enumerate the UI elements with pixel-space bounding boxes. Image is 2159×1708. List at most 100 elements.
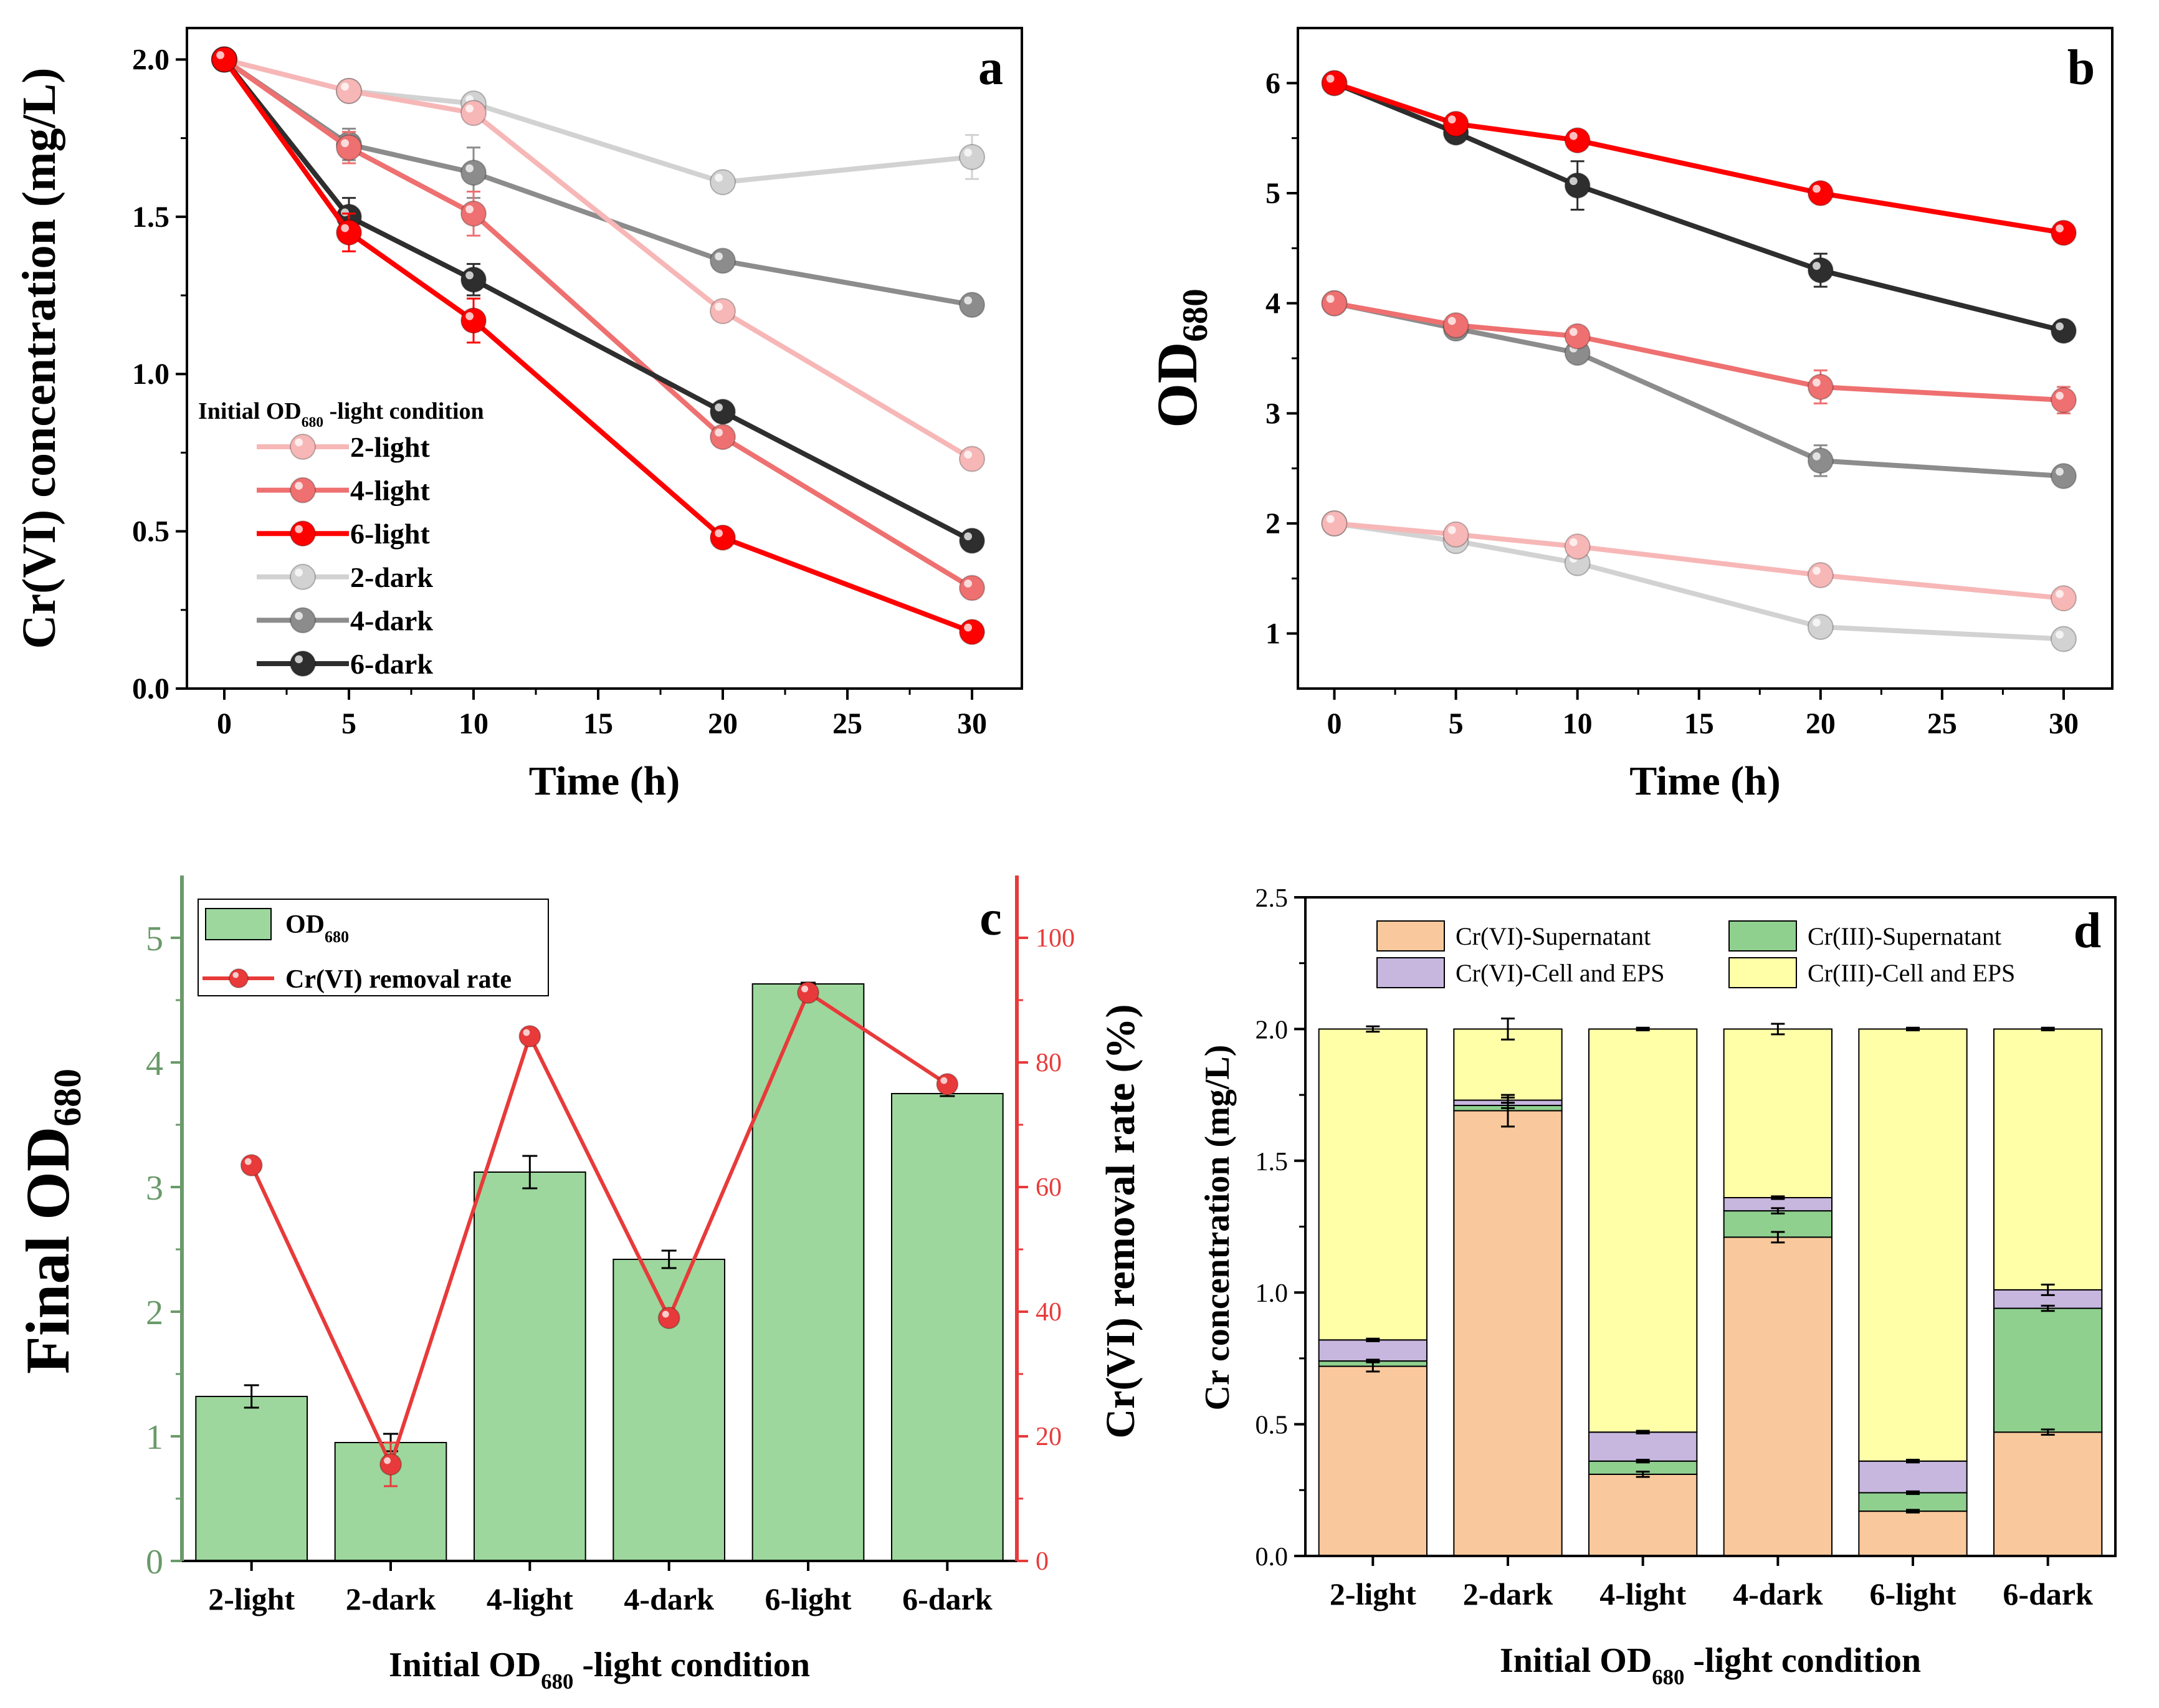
bar-segment (1993, 1028, 2103, 1291)
x-tick-label: 25 (832, 707, 862, 740)
legend-label: 2-light (350, 431, 430, 463)
data-point-shine (1569, 177, 1578, 186)
data-point-body (1442, 521, 1469, 548)
data-point (240, 1154, 263, 1176)
series-line (222, 57, 973, 308)
y-axis-title: OD680 (1145, 289, 1215, 428)
bar-segment (1318, 1365, 1428, 1557)
data-point (959, 619, 985, 646)
y2-tick-label: 60 (1036, 1173, 1062, 1202)
y-tick-label: 4 (1265, 287, 1280, 320)
legend-swatch (1376, 957, 1445, 988)
data-point-body (240, 1154, 263, 1176)
data-point (1564, 127, 1591, 154)
legend-marker (229, 968, 249, 988)
data-point-body (460, 200, 487, 227)
legend-label: 4-dark (350, 604, 433, 636)
label-part: 680 (541, 1669, 573, 1694)
data-point-shine (341, 224, 349, 232)
data-point (1807, 447, 1834, 474)
label-part: -light condition (1684, 1641, 1921, 1680)
stacked-bar (1318, 1025, 1428, 1557)
data-point-body (1564, 533, 1591, 560)
legend-marker (290, 434, 316, 460)
legend-marker-body (290, 434, 316, 460)
bar-error-bar (1366, 1337, 1380, 1342)
bar-segment (1858, 1460, 1968, 1494)
data-point-body (1807, 447, 1834, 474)
legend-item: 2-light (257, 431, 430, 463)
bar-segment (1588, 1028, 1698, 1433)
data-point (959, 575, 985, 601)
series-6-light (1321, 70, 2077, 246)
data-point (460, 307, 487, 334)
data-point (518, 1025, 541, 1047)
y2-axis-title: Cr(VI) removal rate (%) (1098, 1004, 1143, 1439)
legend-marker-shine (295, 568, 303, 577)
data-point-shine (1813, 262, 1821, 270)
label-part: 680 (302, 414, 323, 431)
data-point (1321, 290, 1348, 317)
x-tick-label: 5 (1449, 707, 1464, 740)
data-point-body (959, 292, 985, 318)
y2-tick-label: 100 (1036, 924, 1075, 953)
data-point (1321, 510, 1348, 537)
bar-error-bar (661, 1249, 677, 1269)
x-tick-label: 2-light (1330, 1577, 1416, 1611)
x-tick-label: 10 (459, 707, 489, 740)
y-tick-label: 1.0 (1256, 1279, 1289, 1308)
x-tick-label: 6-dark (2003, 1577, 2093, 1611)
legend-item: 6-dark (257, 648, 433, 680)
bar-error-bar (1636, 1026, 1650, 1032)
legend: Cr(VI)-Supernatant Cr(III)-Supernatant Cr(… (1376, 920, 2015, 988)
data-point-shine (465, 164, 474, 173)
data-point-body (460, 307, 487, 334)
x-tick-label: 2-dark (346, 1582, 436, 1616)
bar-series (195, 981, 1004, 1562)
bar (195, 1396, 308, 1562)
series-line (222, 57, 973, 543)
data-point (1564, 172, 1591, 199)
x-tick-label: 20 (708, 707, 738, 740)
data-point-shine (940, 1077, 948, 1084)
data-point (710, 298, 736, 325)
legend-label: 6-dark (350, 648, 433, 680)
label-part: 680 (1652, 1665, 1684, 1689)
data-point (797, 981, 819, 1004)
data-point-shine (1326, 295, 1335, 303)
data-point-body (1321, 510, 1348, 537)
series-6-light (211, 46, 985, 646)
data-point-body (657, 1307, 680, 1329)
data-point (460, 266, 487, 293)
y-tick-label: 3 (1265, 397, 1280, 430)
data-point-body (1442, 312, 1469, 338)
y-axis-title: Cr(VI) concentration (mg/L) (13, 68, 65, 649)
panel-label: b (2067, 41, 2095, 95)
data-point (2050, 387, 2077, 414)
legend-marker-shine (295, 482, 303, 490)
data-point-shine (964, 451, 972, 459)
data-point-body (1807, 614, 1834, 641)
data-point-shine (662, 1310, 669, 1318)
data-point-body (2050, 317, 2077, 344)
legend-item: Cr(III)-Supernatant (1728, 920, 2001, 952)
data-point-shine (1813, 566, 1821, 575)
bar-error-bar (1906, 1459, 1920, 1464)
series-line (1333, 300, 2064, 403)
line-series-removal-rate (240, 981, 959, 1487)
bar-segment (1588, 1473, 1698, 1557)
bar-error-bar (244, 1384, 259, 1409)
data-point-body (2050, 626, 2077, 652)
legend-marker-body (229, 968, 249, 988)
legend-marker-body (290, 607, 316, 634)
legend-swatch (205, 908, 272, 940)
bar-error-bar (2041, 1304, 2055, 1312)
data-point (336, 77, 362, 104)
bar-segment (1453, 1110, 1563, 1557)
data-point-shine (2056, 631, 2064, 639)
legend-marker-body (290, 651, 316, 677)
data-point (1807, 373, 1834, 400)
bar-error-bar (1501, 1096, 1515, 1104)
x-tick-label: 20 (1806, 707, 1836, 740)
data-point-body (710, 169, 736, 196)
